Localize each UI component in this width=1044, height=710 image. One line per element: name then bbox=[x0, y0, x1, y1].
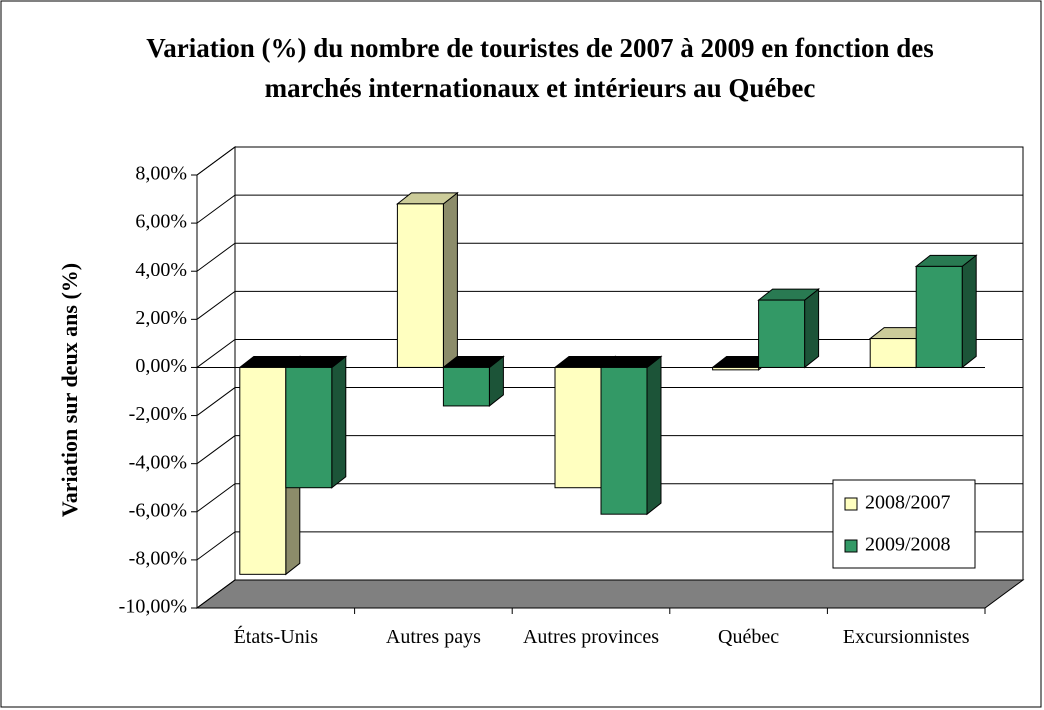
chart-title: Variation (%) du nombre de touristes de … bbox=[146, 33, 934, 103]
bar bbox=[441, 355, 505, 407]
bar-front bbox=[712, 366, 760, 371]
grid-line bbox=[196, 194, 1023, 224]
x-tick-label: Autres provinces bbox=[522, 626, 660, 648]
x-tick-label: Excursionnistes bbox=[842, 626, 970, 648]
grid-line bbox=[196, 435, 1023, 465]
legend-label: 2009/2008 bbox=[865, 534, 951, 556]
y-axis-title: Variation sur deux ans (%) bbox=[57, 263, 82, 517]
bar-side bbox=[442, 191, 458, 369]
y-tick-label: -6,00% bbox=[129, 499, 187, 521]
grid-line bbox=[196, 242, 1023, 272]
y-tick-label: -10,00% bbox=[119, 596, 187, 618]
bar-front bbox=[869, 338, 917, 368]
bar-front bbox=[758, 299, 806, 368]
bar bbox=[914, 254, 978, 369]
x-tick-label: États-Unis bbox=[233, 626, 319, 648]
legend-swatch bbox=[844, 539, 858, 553]
bar-front bbox=[396, 203, 444, 368]
legend-swatch bbox=[844, 497, 858, 511]
y-tick-label: 4,00% bbox=[135, 259, 187, 281]
bar-side bbox=[331, 355, 347, 489]
y-tick-label: 8,00% bbox=[135, 163, 187, 185]
legend-box bbox=[832, 479, 976, 569]
grid-line bbox=[196, 387, 1023, 416]
y-tick-label: 6,00% bbox=[135, 211, 187, 233]
bar-side bbox=[961, 254, 977, 369]
bar-front bbox=[285, 366, 333, 489]
grid-line bbox=[196, 483, 1023, 513]
side-wall bbox=[196, 146, 236, 609]
bar bbox=[284, 355, 348, 489]
grid-line bbox=[196, 579, 1023, 609]
bar-front bbox=[600, 366, 648, 515]
x-tick-label: Autres pays bbox=[385, 626, 481, 648]
bar bbox=[757, 288, 821, 369]
x-tick-label: Québec bbox=[718, 626, 780, 648]
y-tick-label: -4,00% bbox=[129, 451, 187, 473]
y-tick-label: -8,00% bbox=[129, 547, 187, 569]
bar-side bbox=[804, 288, 820, 369]
y-tick-label: 0,00% bbox=[135, 355, 187, 377]
legend-label: 2008/2007 bbox=[865, 492, 951, 514]
bar bbox=[395, 191, 459, 369]
bar-front bbox=[239, 366, 287, 575]
bar-side bbox=[646, 355, 662, 516]
bar bbox=[599, 355, 663, 516]
grid-line bbox=[196, 290, 1023, 320]
y-tick-label: -2,00% bbox=[129, 403, 187, 425]
floor bbox=[195, 579, 1025, 609]
bar-front bbox=[554, 366, 602, 489]
bar-front bbox=[915, 265, 963, 368]
grid-line bbox=[196, 146, 1023, 176]
y-tick-label: 2,00% bbox=[135, 307, 187, 329]
grid-line bbox=[196, 531, 1023, 561]
bar-front bbox=[442, 366, 490, 407]
